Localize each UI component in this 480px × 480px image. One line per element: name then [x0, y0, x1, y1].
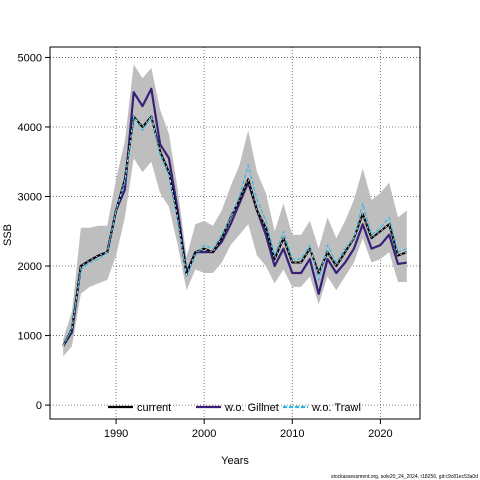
series-line-w-o-trawl	[62, 115, 407, 347]
legend-label-1: w.o. Gillnet	[224, 402, 279, 414]
series-line-current-overlay	[62, 115, 407, 347]
x-tick-label-2020: 2020	[368, 428, 392, 440]
x-axis-title: Years	[221, 455, 249, 467]
plot-frame	[49, 46, 421, 420]
legend: current w.o. Gillnet w.o. Trawl	[108, 402, 361, 414]
legend-label-2: w.o. Trawl	[311, 402, 361, 414]
y-tick-label-5000: 5000	[18, 52, 42, 64]
y-tick-label-4000: 4000	[18, 122, 42, 134]
series-line-w-o-gillnet	[62, 87, 407, 347]
y-tick-label-2000: 2000	[18, 261, 42, 273]
x-tick-label-1990: 1990	[104, 428, 128, 440]
legend-label-0: current	[137, 402, 171, 414]
footnote: stockassessment.org, sole20_24_2024, r18…	[331, 474, 478, 480]
y-tick-label-3000: 3000	[18, 191, 42, 203]
series-lines	[62, 87, 408, 347]
y-axis-title: SSB	[2, 224, 14, 246]
x-tick-label-2000: 2000	[192, 428, 216, 440]
x-tick-label-2010: 2010	[280, 428, 304, 440]
y-tick-label-0: 0	[36, 400, 42, 412]
y-tick-label-1000: 1000	[18, 331, 42, 343]
y-axis-ticks: 0 1000 2000 3000 4000 5000	[18, 52, 50, 412]
x-axis-ticks: 1990 2000 2010 2020	[104, 419, 393, 440]
